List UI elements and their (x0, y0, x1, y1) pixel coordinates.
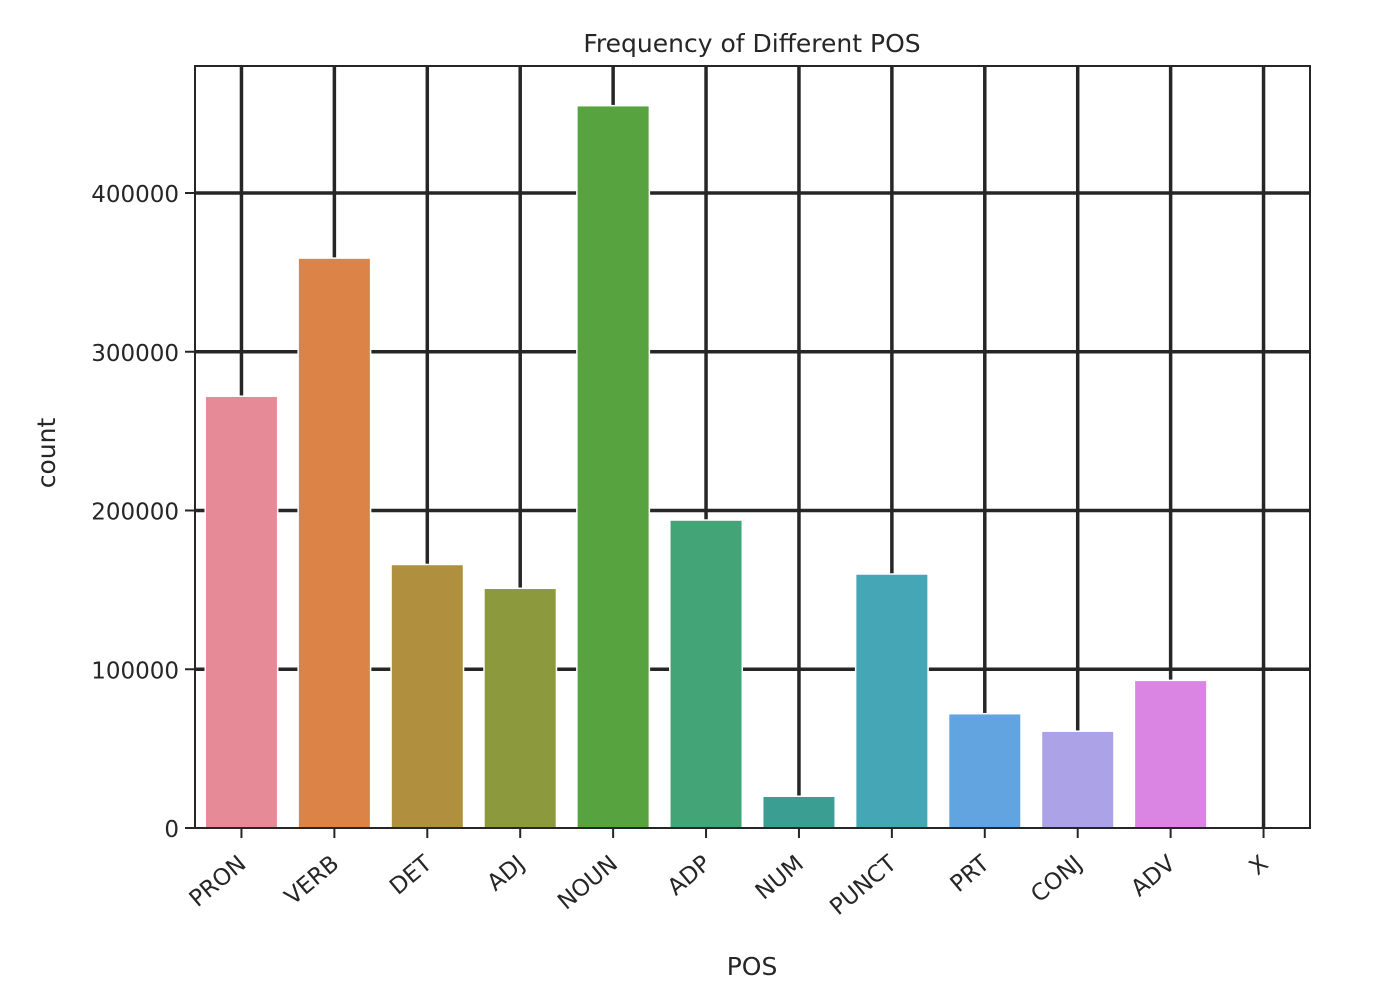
bar-adj (483, 587, 558, 829)
bar-adv (1133, 679, 1208, 829)
x-tick-label: NUM (751, 851, 809, 906)
x-tick-label: ADV (1126, 851, 1180, 902)
y-tick-label: 100000 (91, 658, 179, 684)
bar-prt (947, 712, 1022, 829)
x-tick-label: X (1245, 851, 1274, 881)
bar-conj (1040, 730, 1115, 829)
bars-layer (204, 104, 1208, 829)
x-tick-label: CONJ (1026, 851, 1087, 908)
x-axis-label: POS (727, 952, 778, 981)
x-tick-label: ADJ (483, 851, 531, 897)
bar-det (390, 563, 465, 829)
chart-title: Frequency of Different POS (583, 29, 920, 58)
bar-pron (204, 395, 279, 829)
y-axis-ticks: 0 100000 200000 300000 400000 (91, 182, 195, 843)
y-tick-label: 400000 (91, 182, 179, 208)
x-tick-label: VERB (280, 851, 344, 911)
y-tick-label: 0 (164, 817, 179, 843)
x-tick-label: DET (385, 850, 438, 900)
x-axis-ticks: PRON VERB DET ADJ NOUN ADP NUM PUNCT PRT CONJ ADV X (185, 828, 1274, 921)
bar-noun (576, 104, 651, 829)
y-axis-label: count (32, 418, 61, 489)
plot-frame (194, 65, 1311, 829)
x-tick-label: ADP (663, 851, 716, 901)
x-tick-label: PUNCT (825, 850, 902, 921)
bar-num (761, 795, 836, 829)
bar-verb (297, 257, 372, 829)
x-tick-label: PRT (946, 850, 996, 898)
x-tick-label: NOUN (553, 851, 623, 916)
y-tick-label: 300000 (91, 341, 179, 367)
y-tick-label: 200000 (91, 500, 179, 526)
bar-punct (854, 573, 929, 829)
bar-adp (669, 519, 744, 829)
x-tick-label: PRON (185, 851, 252, 913)
